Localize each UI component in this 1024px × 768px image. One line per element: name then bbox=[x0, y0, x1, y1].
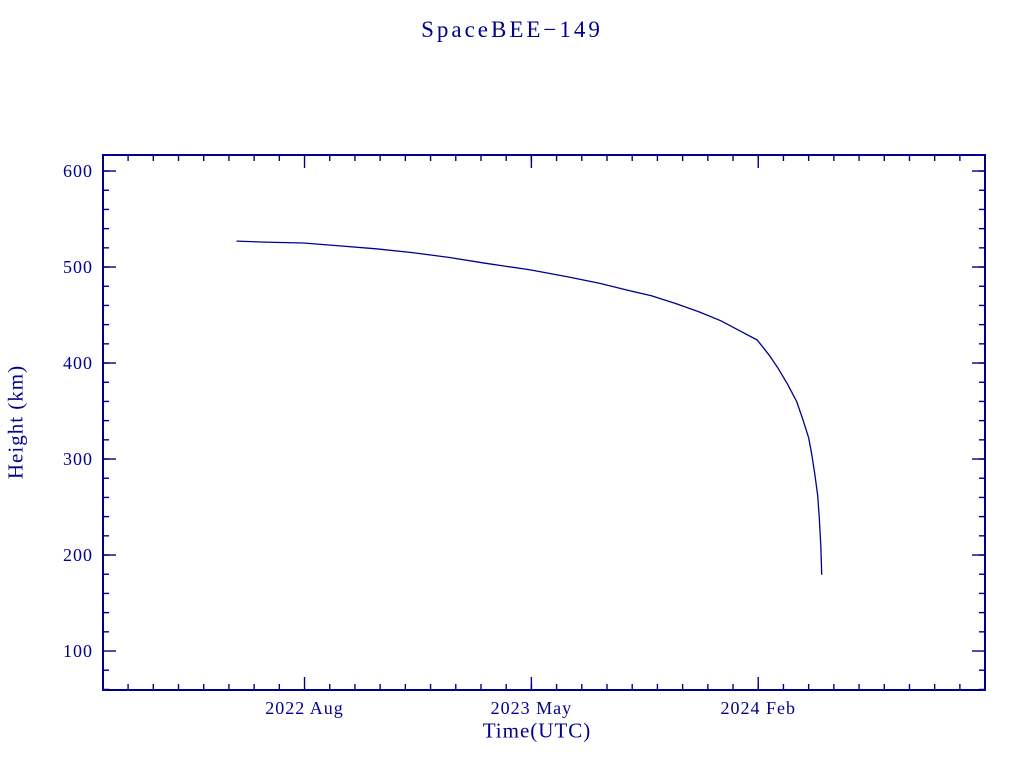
plot-frame bbox=[102, 154, 986, 691]
y-tick-label: 200 bbox=[63, 545, 93, 565]
x-tick-label: 2022 Aug bbox=[265, 698, 344, 718]
y-tick-label: 500 bbox=[63, 257, 93, 277]
y-tick-label: 400 bbox=[63, 353, 93, 373]
x-axis-label: Time(UTC) bbox=[482, 718, 592, 743]
x-tick-label: 2024 Feb bbox=[720, 698, 796, 718]
y-tick-label: 100 bbox=[63, 641, 93, 661]
y-tick-label: 300 bbox=[63, 449, 93, 469]
x-tick-label: 2023 May bbox=[491, 698, 573, 718]
y-tick-label: 600 bbox=[63, 161, 93, 181]
height-decay-curve bbox=[236, 240, 823, 575]
chart-title: SpaceBEE−149 bbox=[421, 17, 603, 42]
